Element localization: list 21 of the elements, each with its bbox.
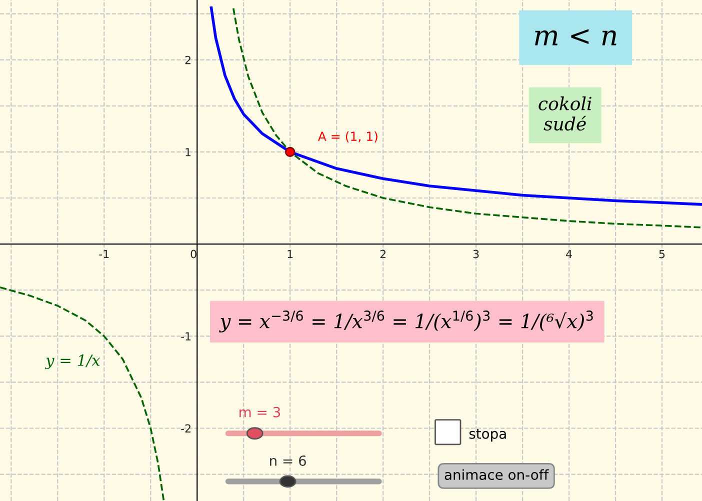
- line-series: [210, 5, 702, 206]
- x-tick-label: 1: [288, 250, 293, 258]
- x-tick-label: 4: [566, 250, 572, 258]
- series-label: y = 1/x: [45, 354, 100, 370]
- annotation: m = 3: [240, 406, 280, 418]
- annotation: n = 6: [270, 455, 306, 466]
- y-tick-label: -1: [181, 332, 191, 340]
- annotation: animace on-off: [444, 469, 549, 480]
- annotation: cokoli sudé: [538, 96, 592, 131]
- x-tick-label: 2: [380, 250, 386, 258]
- x-tick-label: 5: [659, 250, 665, 258]
- y-tick-label: -2: [181, 424, 190, 432]
- x-tick-label: -1: [99, 250, 109, 258]
- annotation: m < n: [535, 29, 616, 46]
- text: y = x$^{−3/6}$ = 1/x$^{3/6}$ = 1/(x$^{1/6}$)$^{3}$ = 1/(⁶√x)$^{3}$: [218, 310, 593, 332]
- y-tick-label: 2: [185, 56, 190, 64]
- y-tick-label: 1: [186, 148, 191, 156]
- annotation: A = (1, 1): [318, 131, 378, 142]
- annotation: stopa: [469, 428, 506, 442]
- x-tick-label: 3: [473, 250, 479, 258]
- x-tick-label: 0: [190, 250, 196, 258]
